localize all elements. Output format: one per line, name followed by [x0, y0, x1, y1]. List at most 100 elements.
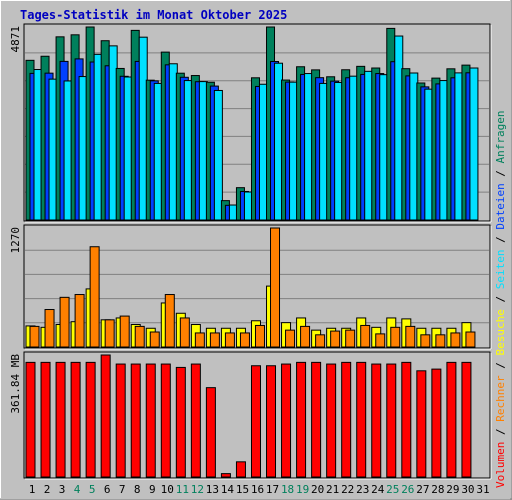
bar-kbytes-day-29: [446, 361, 457, 478]
legend-part-7: /: [494, 230, 507, 250]
bar-kbytes-day-14: [220, 473, 231, 478]
bar-visits-day-16: [254, 324, 265, 348]
y-axis-max-label: 361.84 MB: [9, 354, 22, 414]
legend-part-8: Dateien: [494, 183, 507, 229]
day-label-1: 1: [29, 483, 36, 496]
bar-kbytes-day-18: [281, 363, 292, 478]
day-label-24: 24: [371, 483, 385, 496]
bar-kbytes-day-25: [386, 363, 397, 478]
day-label-12: 12: [191, 483, 204, 496]
legend-part-10: Anfragen: [494, 110, 507, 163]
day-label-14: 14: [221, 483, 235, 496]
bar-kbytes-day-28: [431, 368, 442, 478]
bar-visits-day-28: [435, 334, 446, 348]
day-label-10: 10: [161, 483, 174, 496]
bar-visits-day-3: [59, 296, 70, 348]
panel-kbytes: [23, 351, 492, 480]
day-label-18: 18: [281, 483, 294, 496]
legend-part-1: /: [494, 422, 507, 442]
bar-pages-day-30: [469, 67, 479, 221]
y-axis-labels: 4871 1270 361.84 MB: [9, 26, 22, 414]
bar-kbytes-day-1: [25, 361, 36, 478]
legend-part-9: /: [494, 163, 507, 183]
day-label-6: 6: [104, 483, 111, 496]
bar-kbytes-day-27: [416, 370, 427, 478]
panel-visits-sites: [23, 224, 492, 350]
bar-visits-day-6: [104, 319, 115, 348]
bar-visits-day-4: [74, 294, 85, 348]
bar-kbytes-day-7: [115, 363, 126, 478]
day-label-28: 28: [431, 483, 444, 496]
bar-visits-day-14: [224, 332, 235, 348]
bar-visits-day-21: [330, 330, 341, 348]
panel-requests-files-pages: [23, 23, 492, 223]
bar-kbytes-day-9: [145, 363, 156, 478]
day-label-27: 27: [416, 483, 429, 496]
bar-visits-day-18: [285, 329, 296, 348]
bar-kbytes-day-5: [85, 361, 96, 478]
bar-visits-day-9: [149, 331, 160, 348]
bar-visits-day-2: [44, 309, 55, 348]
bar-visits-day-8: [134, 325, 145, 348]
legend-part-6: Seiten: [494, 250, 507, 290]
day-label-29: 29: [446, 483, 459, 496]
day-labels: 1 2 3 4 5 6 7 8 9 10 11 12 13 14 15 16 17 18 19 20 21 22 23 24 2…: [29, 483, 490, 496]
day-label-31: 31: [476, 483, 489, 496]
bar-kbytes-day-11: [175, 366, 186, 478]
day-label-19: 19: [296, 483, 309, 496]
day-label-8: 8: [134, 483, 141, 496]
day-label-22: 22: [341, 483, 354, 496]
bar-visits-day-27: [420, 334, 431, 348]
bar-kbytes-day-19: [296, 361, 307, 478]
bar-visits-day-30: [465, 331, 476, 348]
bar-pages-day-13: [213, 89, 223, 221]
day-label-16: 16: [251, 483, 264, 496]
day-label-13: 13: [206, 483, 219, 496]
y-axis-max-label: 1270: [9, 227, 22, 254]
legend-part-0: Volumen: [494, 442, 507, 488]
day-label-21: 21: [326, 483, 339, 496]
day-label-4: 4: [74, 483, 81, 496]
day-label-9: 9: [149, 483, 156, 496]
bar-kbytes-day-21: [326, 363, 337, 478]
bar-kbytes-day-10: [160, 363, 171, 478]
chart-panels: [23, 23, 492, 480]
day-label-25: 25: [386, 483, 399, 496]
day-label-17: 17: [266, 483, 279, 496]
bar-kbytes-day-4: [70, 361, 81, 478]
bar-kbytes-day-16: [250, 365, 261, 478]
bar-visits-day-19: [300, 325, 311, 348]
day-label-23: 23: [356, 483, 369, 496]
day-label-15: 15: [236, 483, 249, 496]
bar-visits-day-23: [360, 324, 371, 348]
bar-kbytes-day-30: [461, 361, 472, 478]
legend-part-3: /: [494, 356, 507, 376]
bar-visits-day-17: [270, 227, 281, 348]
bar-visits-day-13: [209, 332, 220, 348]
bar-kbytes-day-20: [311, 361, 322, 478]
bar-kbytes-day-12: [190, 363, 201, 478]
bar-visits-day-15: [239, 332, 250, 348]
bar-kbytes-day-6: [100, 354, 111, 478]
bar-visits-day-11: [179, 317, 190, 348]
bar-kbytes-day-13: [205, 387, 216, 478]
bar-visits-day-20: [315, 334, 326, 348]
bar-visits-day-22: [345, 329, 356, 348]
bar-kbytes-day-2: [40, 361, 51, 478]
bar-kbytes-day-23: [356, 361, 367, 478]
day-label-2: 2: [44, 483, 51, 496]
legend-part-4: Besuche: [494, 309, 507, 355]
day-label-30: 30: [461, 483, 474, 496]
bar-kbytes-day-15: [235, 461, 246, 478]
bar-visits-day-12: [194, 332, 205, 348]
bar-kbytes-day-3: [55, 361, 66, 478]
day-label-20: 20: [311, 483, 324, 496]
day-label-5: 5: [89, 483, 96, 496]
day-label-3: 3: [59, 483, 66, 496]
bar-kbytes-day-24: [371, 363, 382, 478]
day-label-7: 7: [119, 483, 126, 496]
bar-visits-day-10: [164, 294, 175, 348]
bar-kbytes-day-22: [341, 361, 352, 478]
series-legend: Volumen / Rechner / Besuche / Seiten / D…: [494, 110, 507, 488]
